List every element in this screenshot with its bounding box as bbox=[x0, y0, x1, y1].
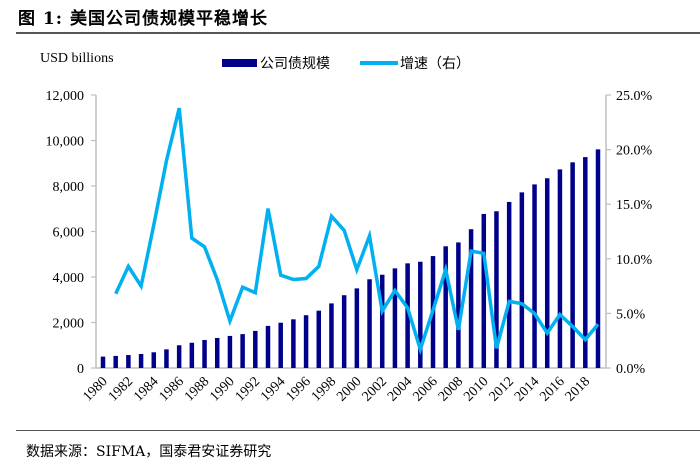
bar-2014 bbox=[532, 184, 537, 368]
x-axis-tick-label: 2014 bbox=[512, 374, 542, 404]
x-axis-tick-label: 1988 bbox=[182, 374, 212, 404]
left-axis: 0 2,000 4,000 6,000 8,000 10,000 12,000 bbox=[46, 89, 97, 377]
bond-chart: USD billions 公司债规模 增速（右） 0 2,000 4,000 6,00… bbox=[40, 51, 653, 405]
x-axis-tick-label: 2006 bbox=[410, 374, 440, 404]
bar-2018 bbox=[583, 157, 588, 368]
bar-1988 bbox=[202, 340, 207, 368]
legend-line-label: 增速（右） bbox=[400, 56, 470, 72]
left-axis-tick-label: 2,000 bbox=[53, 317, 85, 332]
x-axis-tick-label: 2008 bbox=[436, 374, 466, 404]
right-axis-tick-label: 25.0% bbox=[616, 89, 653, 104]
bar-2004 bbox=[405, 263, 410, 368]
x-axis-tick-label: 2018 bbox=[563, 374, 593, 404]
bar-2011 bbox=[494, 211, 499, 368]
bar-series bbox=[100, 149, 601, 368]
bar-1999 bbox=[341, 295, 347, 368]
bar-1983 bbox=[138, 354, 144, 368]
x-axis-tick-label: 1984 bbox=[131, 374, 161, 404]
bar-1984 bbox=[151, 352, 157, 368]
bar-1982 bbox=[126, 355, 131, 368]
footer-divider bbox=[16, 430, 700, 431]
title-divider bbox=[16, 32, 700, 34]
x-axis-tick-label: 2002 bbox=[360, 374, 390, 404]
bar-1980 bbox=[100, 356, 106, 368]
bar-1989 bbox=[214, 337, 220, 368]
bar-1997 bbox=[316, 310, 322, 368]
x-axis-tick-label: 1998 bbox=[309, 374, 339, 404]
figure-title: 图 1: 美国公司债规模平稳增长 bbox=[18, 9, 268, 29]
bar-2001 bbox=[367, 279, 372, 368]
x-axis-tick-label: 2004 bbox=[385, 374, 415, 404]
left-axis-tick-label: 8,000 bbox=[53, 180, 85, 195]
left-axis-unit-label: USD billions bbox=[40, 51, 114, 66]
bar-2012 bbox=[506, 201, 512, 368]
line-series bbox=[114, 107, 600, 356]
bar-1994 bbox=[278, 322, 283, 368]
left-axis-tick-label: 12,000 bbox=[46, 89, 85, 104]
x-axis: 1980198219841986198819901992199419961998… bbox=[80, 367, 606, 405]
x-axis-tick-label: 1982 bbox=[106, 374, 136, 404]
left-axis-tick-label: 4,000 bbox=[53, 271, 85, 286]
legend-bar-swatch bbox=[222, 59, 257, 67]
bar-2019 bbox=[595, 149, 601, 368]
right-axis-tick-label: 0.0% bbox=[616, 362, 646, 377]
bar-1993 bbox=[265, 325, 271, 368]
bar-2003 bbox=[392, 268, 398, 368]
bar-2010 bbox=[481, 213, 487, 368]
bar-1992 bbox=[253, 330, 258, 368]
right-axis-tick-label: 10.0% bbox=[616, 253, 653, 268]
left-axis-tick-label: 6,000 bbox=[53, 226, 85, 241]
x-axis-tick-label: 2016 bbox=[537, 374, 567, 404]
bar-2002 bbox=[379, 274, 385, 368]
legend: 公司债规模 增速（右） bbox=[222, 56, 470, 72]
x-axis-tick-label: 1994 bbox=[258, 374, 288, 404]
bar-1998 bbox=[329, 303, 334, 368]
bar-1990 bbox=[227, 335, 233, 368]
legend-bar-label: 公司债规模 bbox=[260, 56, 330, 72]
bar-2008 bbox=[456, 242, 461, 368]
bar-2009 bbox=[468, 229, 474, 368]
bar-1995 bbox=[291, 319, 296, 368]
data-source-note: 数据来源：SIFMA，国泰君安证券研究 bbox=[26, 444, 272, 460]
bar-1985 bbox=[164, 349, 169, 368]
bar-2015 bbox=[544, 178, 550, 368]
right-axis-tick-label: 20.0% bbox=[616, 144, 653, 159]
x-axis-tick-label: 1980 bbox=[80, 374, 110, 404]
right-axis: 0.0% 5.0% 10.0% 15.0% 20.0% 25.0% bbox=[605, 89, 653, 377]
bar-1991 bbox=[240, 334, 245, 368]
x-axis-tick-label: 2010 bbox=[461, 374, 491, 404]
bar-1986 bbox=[176, 345, 182, 368]
x-axis-tick-label: 1996 bbox=[283, 374, 313, 404]
bar-2005 bbox=[418, 261, 423, 368]
growth-rate-line bbox=[114, 107, 600, 356]
bar-1996 bbox=[303, 315, 309, 368]
left-axis-tick-label: 0 bbox=[77, 362, 84, 377]
x-axis-tick-label: 2012 bbox=[487, 374, 517, 404]
right-axis-tick-label: 5.0% bbox=[616, 307, 646, 322]
bar-1981 bbox=[113, 355, 118, 368]
x-axis-tick-label: 1990 bbox=[207, 374, 237, 404]
bar-2017 bbox=[570, 162, 575, 368]
bar-2000 bbox=[354, 288, 360, 368]
x-axis-tick-label: 1986 bbox=[157, 374, 187, 404]
bar-2013 bbox=[519, 192, 525, 368]
left-axis-tick-label: 10,000 bbox=[46, 135, 85, 150]
bar-2016 bbox=[557, 169, 563, 368]
right-axis-tick-label: 15.0% bbox=[616, 198, 653, 213]
bar-1987 bbox=[189, 342, 195, 368]
x-axis-tick-label: 2000 bbox=[334, 374, 364, 404]
x-axis-tick-label: 1992 bbox=[233, 374, 263, 404]
bar-2007 bbox=[443, 246, 448, 368]
